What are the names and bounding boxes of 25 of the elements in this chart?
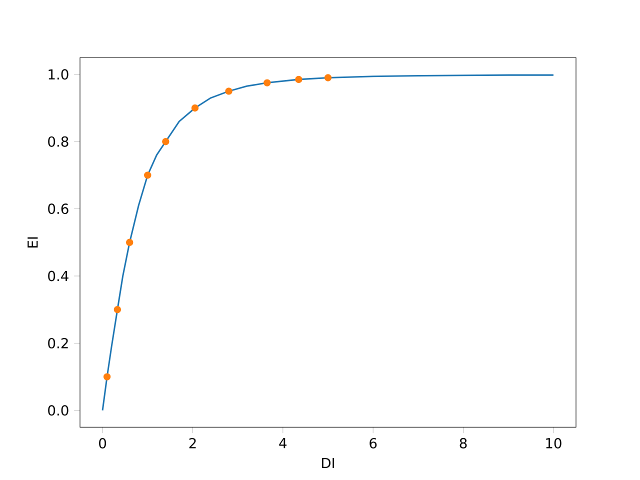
point — [225, 88, 232, 95]
point — [103, 373, 111, 380]
point — [144, 172, 152, 179]
point — [324, 74, 332, 82]
x-tick-label: 4 — [279, 438, 287, 448]
point — [191, 104, 199, 112]
x-axis-title: DI — [322, 458, 334, 468]
x-tick-label: 10 — [546, 438, 562, 448]
y-tick-label: 0.4 — [48, 270, 68, 282]
line-series — [102, 74, 554, 412]
point — [295, 76, 302, 84]
y-tick-label: 0.6 — [48, 204, 68, 214]
y-tick-label: 0.8 — [48, 136, 68, 147]
y-tick-label: 0.2 — [48, 338, 68, 348]
y-axis-title: EI — [28, 237, 38, 248]
y-tick-label: 1.0 — [48, 69, 68, 80]
point — [114, 306, 122, 314]
x-tick-label: 2 — [189, 438, 196, 448]
point — [162, 138, 170, 146]
point — [126, 238, 134, 246]
point — [264, 79, 271, 86]
x-tick-label: 0 — [99, 438, 106, 448]
x-tick-label: 8 — [460, 438, 467, 448]
x-tick-label: 6 — [370, 438, 377, 448]
y-tick-label: 0.0 — [48, 405, 68, 416]
